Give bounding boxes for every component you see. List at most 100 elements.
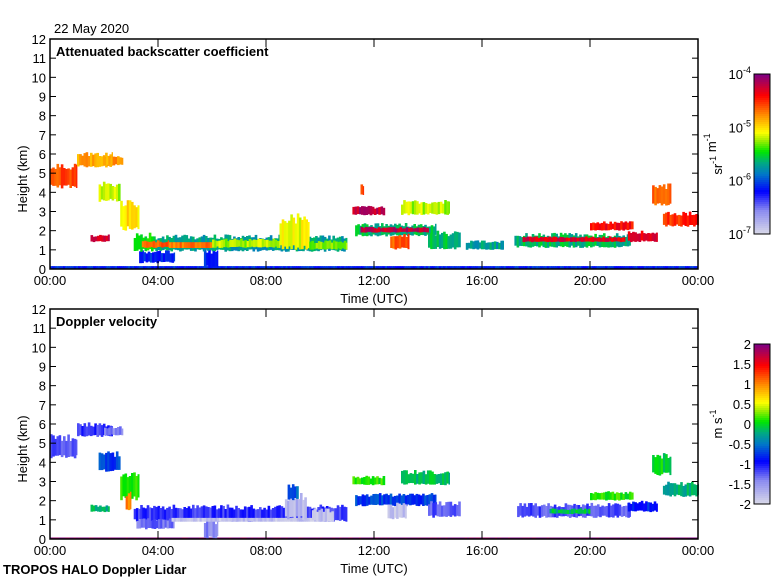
velocity-cell [214,524,218,539]
velocity-cell [592,493,595,500]
backscatter-cell [653,233,657,242]
velocity-cell [391,507,395,520]
backscatter-cell [179,242,183,248]
backscatter-cell [676,266,679,269]
colorbar-segment [754,374,770,377]
backscatter-cell [160,253,164,263]
backscatter-cell [354,206,358,215]
velocity-cell [164,519,168,528]
colorbar-segment [754,494,770,497]
backscatter-cell [691,266,695,269]
velocity-cell [620,492,623,500]
backscatter-cell [303,216,306,246]
backscatter-cell [567,237,571,242]
velocity-cell [255,517,259,522]
backscatter-cell [58,167,62,186]
backscatter-cell [407,233,410,250]
backscatter-cell [379,228,383,232]
backscatter-cell [138,235,141,250]
backscatter-cell [270,240,273,248]
backscatter-cell [580,237,584,242]
backscatter-cell [136,266,139,269]
velocity-cell [625,505,628,518]
backscatter-cell [615,237,618,242]
backscatter-cell [557,266,561,269]
backscatter-cell [304,266,308,269]
colorbar-segment [754,178,770,181]
velocity-cell [311,510,315,520]
y-tick-label: 6 [39,147,46,162]
backscatter-cell [598,237,601,242]
backscatter-cell [591,236,595,242]
backscatter-cell [516,235,520,248]
velocity-cell [433,474,436,485]
backscatter-cell [268,240,271,247]
backscatter-cell [165,242,169,247]
y-tick-label: 12 [32,302,46,317]
velocity-cell [629,506,631,517]
velocity-cell [665,484,668,496]
backscatter-cell [330,242,334,250]
colorbar-segment [754,366,770,369]
colorbar-tick-label: -2 [739,497,751,512]
velocity-cell [597,504,600,517]
colorbar-segment [754,132,770,135]
backscatter-cell [397,266,401,269]
velocity-cell [581,510,585,514]
velocity-cell [135,508,139,522]
velocity-cell [647,502,650,512]
velocity-cell [298,517,302,522]
backscatter-cell [399,266,403,269]
backscatter-cell [538,266,541,269]
colorbar-tick-label: 10-7 [729,225,751,242]
velocity-cell [438,501,442,517]
backscatter-cell [52,266,55,269]
backscatter-cell [570,237,573,242]
backscatter-cell [615,266,619,269]
backscatter-cell [396,236,400,249]
backscatter-cell [516,266,520,269]
colorbar-segment [754,368,770,371]
backscatter-cell [593,237,597,242]
velocity-cell [416,474,419,484]
backscatter-cell [203,248,207,267]
colorbar-segment [754,372,770,375]
backscatter-cell [201,242,204,248]
backscatter-cell [188,266,191,269]
colorbar-segment [754,142,770,145]
velocity-cell [142,518,146,528]
backscatter-cell [428,226,432,236]
colorbar-segment [754,424,770,427]
backscatter-cell [165,250,168,262]
velocity-cell [430,493,434,506]
velocity-cell [244,517,248,522]
velocity-cell [389,504,393,519]
y-tick-label: 5 [39,436,46,451]
velocity-cell [371,476,375,486]
velocity-cell [98,452,102,471]
velocity-cell [402,494,406,506]
backscatter-cell [441,266,444,269]
velocity-cell [105,505,109,512]
velocity-cell [144,508,148,522]
velocity-cell [669,483,672,497]
velocity-cell [114,428,118,436]
backscatter-cell [390,236,393,248]
velocity-cell [248,506,251,522]
backscatter-cell [631,221,634,230]
velocity-cell [403,470,406,485]
backscatter-cell [97,235,100,242]
backscatter-cell [378,207,381,215]
velocity-cell [358,478,362,485]
backscatter-cell [286,222,289,249]
backscatter-cell [270,266,273,269]
velocity-cell [355,495,358,507]
backscatter-cell [179,266,183,269]
backscatter-cell [633,266,636,269]
backscatter-cell [501,266,504,269]
backscatter-cell [688,211,692,225]
velocity-cell [320,508,324,522]
velocity-cell [406,494,410,505]
colorbar-segment [754,140,770,143]
velocity-cell [370,495,373,505]
